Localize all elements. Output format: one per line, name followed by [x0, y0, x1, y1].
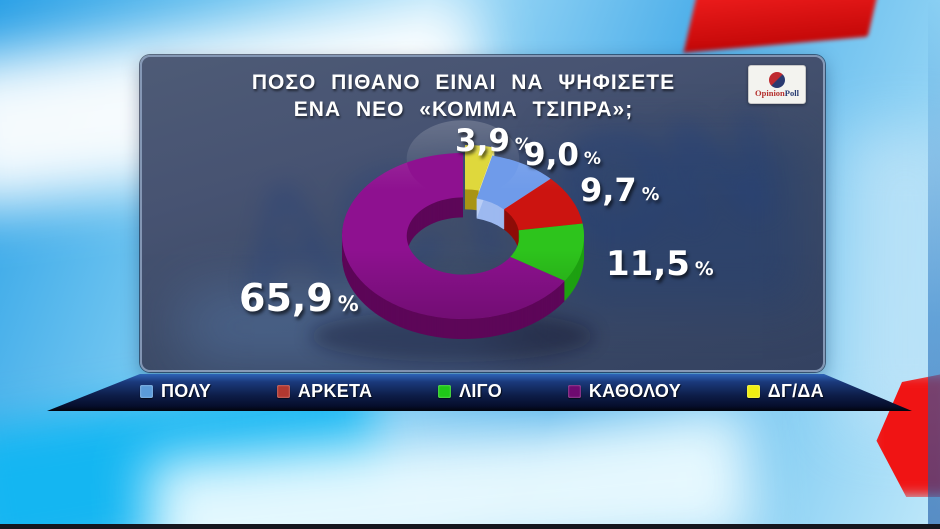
value-ligo: 11,5 [606, 244, 690, 284]
chart-title: ΠΟΣΟ ΠΙΘΑΝΟ ΕΙΝΑΙ ΝΑ ΨΗΦΙΣΕΤΕ ΕΝΑ ΝΕΟ «Κ… [142, 70, 785, 124]
opinionpoll-word-opinion: Opinion [755, 87, 785, 98]
legend-swatch-ligo [438, 384, 452, 398]
legend-label-ligo: ΛΙΓΟ [459, 380, 503, 401]
legend-swatch-arketa [276, 384, 290, 398]
chart-title-line1: ΠΟΣΟ ΠΙΘΑΝΟ ΕΙΝΑΙ ΝΑ ΨΗΦΙΣΕΤΕ [251, 71, 676, 94]
opinionpoll-circle-icon [769, 71, 785, 88]
percent-sign: % [337, 292, 359, 316]
legend-label-katholou: ΚΑΘΟΛΟΥ [588, 380, 682, 401]
legend-label-dgda: ΔΓ/ΔΑ [767, 380, 824, 401]
percent-sign: % [694, 259, 714, 280]
value-label-ligo: 11,5% [606, 244, 714, 284]
legend-item-poly: ΠΟΛΥ [140, 381, 211, 402]
legend-item-ligo: ΛΙΓΟ [438, 381, 502, 402]
percent-sign: % [583, 149, 601, 169]
bottom-edge-strip [0, 524, 940, 529]
value-dgda: 3,9 [455, 123, 510, 159]
percent-sign: % [641, 185, 660, 205]
opinionpoll-logo: OpinionPoll [748, 65, 806, 104]
legend-swatch-dgda [746, 384, 760, 398]
legend-banner: ΠΟΛΥ ΑΡΚΕΤΑ ΛΙΓΟ ΚΑΘΟΛΟΥ ΔΓ/ΔΑ [47, 374, 912, 411]
legend: ΠΟΛΥ ΑΡΚΕΤΑ ΛΙΓΟ ΚΑΘΟΛΟΥ ΔΓ/ΔΑ [140, 374, 824, 408]
value-label-dgda: 3,9% [455, 123, 532, 159]
legend-item-dgda: ΔΓ/ΔΑ [746, 380, 824, 402]
legend-item-katholou: ΚΑΘΟΛΟΥ [567, 380, 682, 402]
value-label-poly: 9,0% [524, 137, 601, 173]
legend-label-poly: ΠΟΛΥ [161, 380, 212, 401]
value-poly: 9,0 [524, 137, 579, 173]
legend-swatch-poly [140, 384, 153, 398]
opinionpoll-wordmark: OpinionPoll [755, 89, 799, 98]
legend-label-arketa: ΑΡΚΕΤΑ [297, 380, 373, 401]
poll-panel: ACTION ΠΟΣΟ ΠΙΘΑΝΟ ΕΙΝΑΙ ΝΑ ΨΗΦΙΣΕΤΕ ΕΝΑ… [140, 55, 825, 372]
value-label-katholou: 65,9% [239, 276, 359, 320]
legend-swatch-katholou [567, 384, 581, 398]
legend-item-arketa: ΑΡΚΕΤΑ [276, 380, 373, 402]
value-label-arketa: 9,7% [580, 171, 659, 209]
value-katholou: 65,9 [239, 276, 333, 320]
chart-title-line2: ΕΝΑ ΝΕΟ «ΚΟΜΜΑ ΤΣΙΠΡΑ»; [293, 97, 634, 121]
value-arketa: 9,7 [580, 171, 637, 209]
opinionpoll-word-poll: Poll [784, 87, 799, 98]
